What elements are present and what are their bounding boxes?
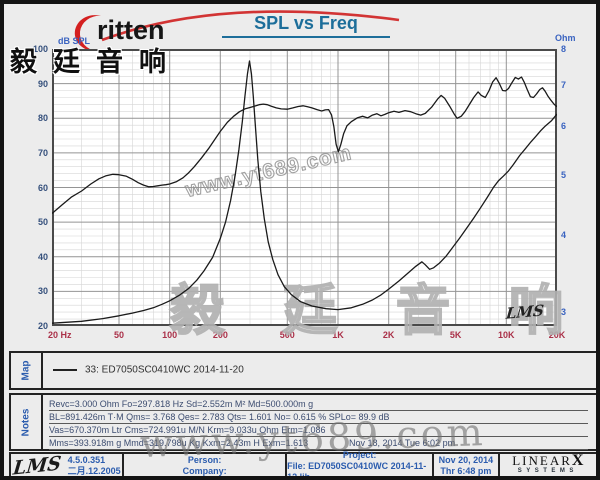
brand-swoosh-icon	[74, 10, 400, 52]
watermark-chinese: 毅 廷 音 响	[169, 280, 586, 342]
page-title: SPL vs Freq	[222, 13, 390, 38]
ts-param-line: Vas=670.370m Ltr Cms=724.991u M/N Krm=9.…	[49, 424, 588, 437]
footer-linearx-cell: LINEARX SYSTEMS	[500, 452, 596, 476]
ts-parameters: Revc=3.000 Ohm Fo=297.818 Hz Sd=2.552m M…	[43, 395, 596, 450]
project-file: File: ED7050SC0410WC 2014-11-12.lib	[287, 460, 427, 480]
report-time: Thr 6:48 pm	[440, 466, 492, 476]
project-label: Project:	[342, 449, 377, 460]
right-axis-tick: 6	[561, 121, 567, 132]
footer-bar: LMS 4.5.0.351 二月.12.2005 Person: Company…	[9, 450, 596, 480]
x-axis-tick: 1K	[332, 330, 344, 340]
right-axis-tick: 8	[561, 44, 567, 54]
left-axis-tick: 50	[37, 217, 48, 228]
legend-line-swatch	[53, 368, 77, 371]
x-axis-tick: 100	[162, 330, 178, 340]
legend-area: 33: ED7050SC0410WC 2014-11-20	[43, 353, 596, 388]
footer-project-cell: Project: File: ED7050SC0410WC 2014-11-12…	[287, 450, 435, 480]
x-axis-tick: 20 Hz	[48, 330, 72, 340]
right-axis-title: Ohm	[555, 33, 576, 43]
ts-param-line: Revc=3.000 Ohm Fo=297.818 Hz Sd=2.552m M…	[49, 398, 588, 411]
left-axis-tick: 90	[37, 78, 48, 89]
legend-entry: 33: ED7050SC0410WC 2014-11-20	[85, 364, 244, 376]
linearx-systems-label: SYSTEMS	[517, 468, 578, 474]
notes-section: Notes Revc=3.000 Ohm Fo=297.818 Hz Sd=2.…	[9, 393, 596, 451]
measurement-date: Nov 18, 2014 Tue 6:02 pm	[349, 438, 456, 448]
footer-version-cell: LMS 4.5.0.351 二月.12.2005	[11, 451, 125, 480]
x-axis-tick: 50	[113, 330, 124, 340]
x-axis-tick: 20K	[548, 330, 566, 340]
linearx-logo: LINEARX	[512, 452, 584, 469]
notes-strip: Notes	[11, 395, 43, 449]
left-axis-tick: 20	[37, 321, 48, 331]
left-axis-tick: 60	[37, 182, 48, 193]
brand-chinese-name: 毅廷音响	[10, 47, 182, 77]
footer-date-cell: Nov 20, 2014 Thr 6:48 pm	[434, 454, 500, 476]
left-axis-tick: 70	[37, 147, 48, 158]
map-strip: Map	[11, 353, 43, 388]
x-axis-tick: 2K	[382, 330, 395, 340]
left-axis-title: dB SPL	[58, 36, 91, 46]
right-axis-tick: 4	[561, 230, 567, 241]
map-label: Map	[20, 360, 32, 381]
person-label: Person:	[187, 455, 222, 465]
ts-param-line: BL=891.426m T·M Qms= 3.768 Qes= 2.783 Qt…	[49, 411, 588, 424]
chart-grid	[52, 49, 557, 326]
left-axis-tick: 100	[32, 44, 48, 54]
lms-version-date: 二月.12.2005	[67, 466, 121, 476]
right-axis-tick: 7	[561, 79, 567, 90]
company-label: Company:	[182, 466, 227, 476]
lms-logo-chart: LMS	[505, 301, 545, 323]
report-date: Nov 20, 2014	[438, 455, 494, 465]
x-axis-tick: 10K	[498, 330, 515, 340]
lms-logo-footer: LMS	[11, 451, 62, 480]
lms-version: 4.5.0.351	[67, 455, 106, 465]
map-section: Map 33: ED7050SC0410WC 2014-11-20	[9, 351, 596, 390]
footer-person-cell: Person: Company:	[124, 454, 288, 476]
right-axis-tick: 3	[561, 307, 567, 318]
left-axis-tick: 40	[37, 251, 48, 262]
chart-curves	[52, 60, 557, 324]
notes-label: Notes	[20, 408, 32, 436]
brand-logo-text: ritten	[97, 15, 165, 45]
x-axis-tick: 200	[212, 330, 228, 340]
x-axis-tick: 5K	[449, 330, 462, 340]
left-axis-tick: 30	[37, 286, 48, 297]
ts-param-line: Mms=393.918m g Mmd=319.798u Kg Kxm=2.43m…	[49, 437, 588, 450]
x-axis-tick: 500	[279, 330, 295, 340]
left-axis-tick: 80	[37, 113, 48, 124]
right-axis-tick: 5	[561, 170, 567, 181]
